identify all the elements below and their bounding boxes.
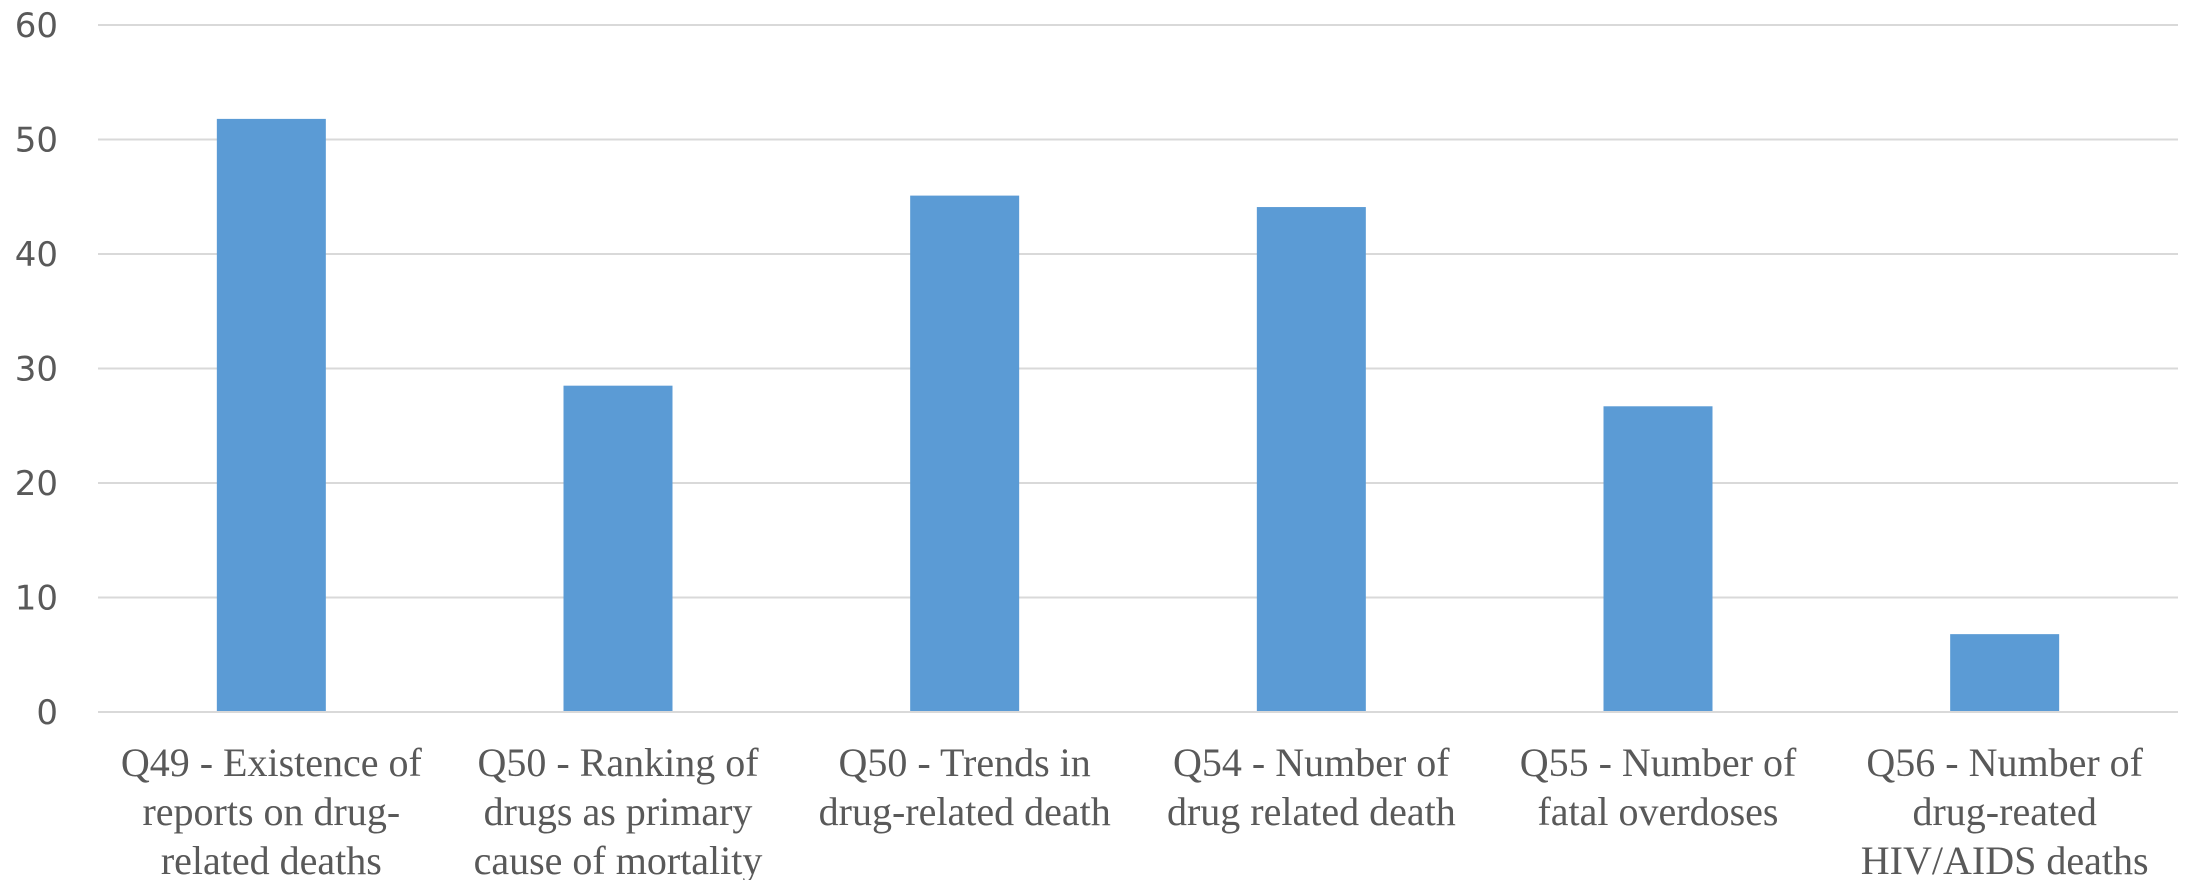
x-tick-label-line: related deaths (161, 838, 382, 880)
y-tick-label: 10 (15, 579, 58, 619)
x-tick-label: Q54 - Number of drug related death (1167, 740, 1456, 834)
x-tick-label-line: Q54 - Number of (1173, 740, 1450, 785)
x-tick-label: Q50 - Trends in drug-related death (819, 740, 1111, 834)
x-axis-labels: Q49 - Existence of reports on drug-relate… (121, 740, 2149, 880)
x-tick-label: Q49 - Existence of reports on drug-relate… (121, 740, 423, 880)
y-tick-label: 40 (15, 235, 58, 275)
bar (1950, 634, 2060, 712)
y-tick-label: 0 (36, 693, 58, 733)
bar (563, 385, 673, 712)
bar (910, 195, 1020, 713)
y-tick-label: 60 (15, 6, 58, 46)
x-tick-label-line: Q50 - Ranking of (477, 740, 759, 785)
x-tick-label-line: cause of mortality (474, 838, 763, 880)
x-tick-label-line: Q56 - Number of (1866, 740, 2143, 785)
bars (216, 118, 2060, 713)
y-tick-label: 20 (15, 464, 58, 504)
y-tick-label: 50 (15, 121, 58, 161)
x-tick-label-line: Q50 - Trends in (839, 740, 1091, 785)
x-tick-label-line: Q49 - Existence of (121, 740, 423, 785)
x-tick-label-line: reports on drug- (142, 789, 400, 834)
x-tick-label-line: drug-reated (1912, 789, 2096, 834)
y-axis-ticks: 0 10 20 30 40 50 60 (15, 6, 58, 733)
x-tick-label-line: drug-related death (819, 789, 1111, 834)
x-tick-label-line: drugs as primary (484, 789, 753, 834)
bar (1256, 207, 1366, 712)
x-tick-label-line: drug related death (1167, 789, 1456, 834)
x-tick-label-line: Q55 - Number of (1520, 740, 1797, 785)
x-tick-label: Q55 - Number of fatal overdoses (1520, 740, 1797, 834)
gridlines (98, 24, 2178, 599)
x-tick-label-line: fatal overdoses (1537, 789, 1778, 834)
y-tick-label: 30 (15, 350, 58, 390)
x-tick-label: Q56 - Number of drug-reated HIV/AIDS death… (1861, 740, 2149, 880)
x-tick-label-line: HIV/AIDS deaths (1861, 838, 2149, 880)
bar (1603, 406, 1713, 712)
bar (216, 118, 326, 712)
x-tick-label: Q50 - Ranking of drugs as primary cause of… (474, 740, 763, 880)
